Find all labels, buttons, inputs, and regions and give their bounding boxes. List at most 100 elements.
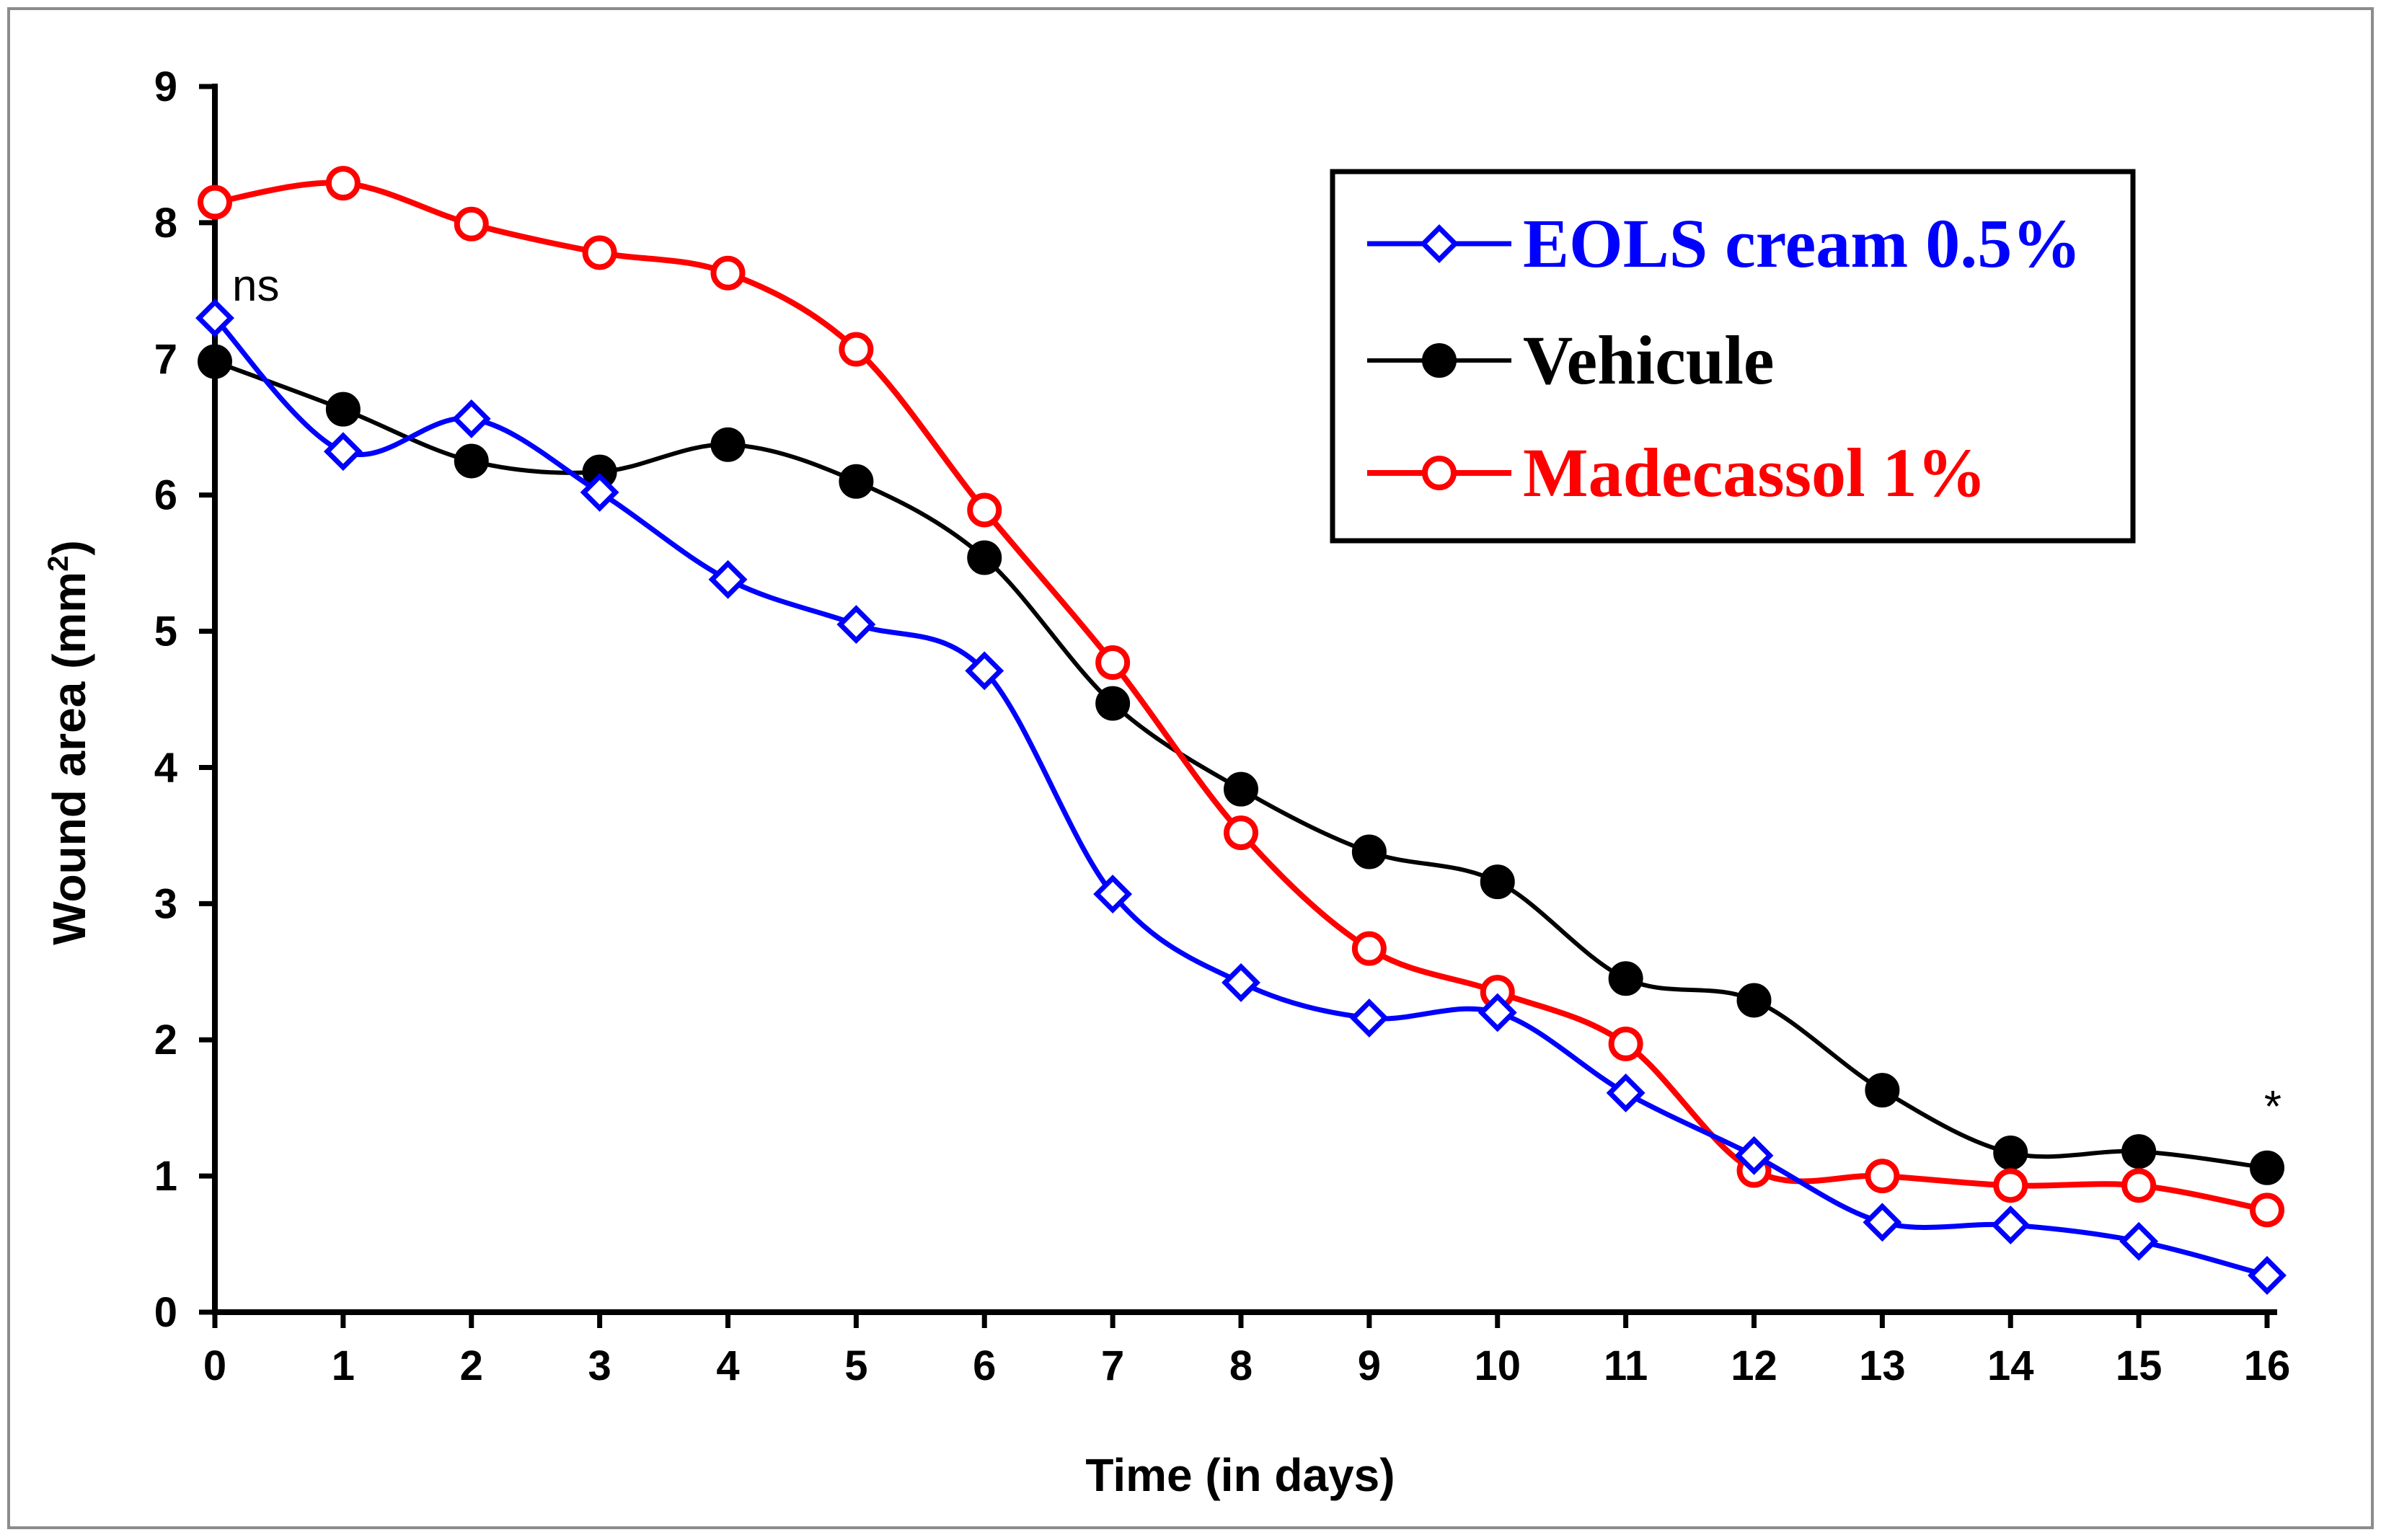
annotation-ns: ns xyxy=(232,261,279,311)
x-tick-label: 8 xyxy=(1229,1342,1253,1389)
x-tick-label: 12 xyxy=(1731,1342,1777,1389)
x-tick-label: 15 xyxy=(2116,1342,2163,1389)
y-axis-title-superscript: 2 xyxy=(43,556,74,572)
data-point-eols xyxy=(1477,993,1517,1032)
data-point-eols xyxy=(323,432,363,472)
x-tick-label: 14 xyxy=(1987,1342,2034,1389)
data-point-madecassol xyxy=(2121,1168,2157,1203)
data-point-eols xyxy=(1606,1073,1646,1112)
data-point-vehicule xyxy=(2250,1150,2284,1185)
y-axis-title: Wound area (mm2) xyxy=(43,540,95,945)
x-tick-label: 5 xyxy=(844,1342,867,1389)
data-point-madecassol xyxy=(2250,1192,2284,1228)
data-point-vehicule xyxy=(2121,1134,2157,1169)
x-tick-label: 2 xyxy=(460,1342,483,1389)
x-tick-label: 0 xyxy=(203,1342,226,1389)
x-tick-label: 1 xyxy=(332,1342,355,1389)
series-eols xyxy=(195,298,2287,1295)
data-point-eols xyxy=(836,605,876,645)
y-axis-title-close: ) xyxy=(43,540,95,555)
data-point-eols xyxy=(965,651,1004,691)
data-point-madecassol xyxy=(198,185,232,220)
x-tick-label: 7 xyxy=(1101,1342,1124,1389)
legend-marker-eols xyxy=(1420,224,1459,263)
x-tick-label: 9 xyxy=(1358,1342,1381,1389)
data-point-eols xyxy=(580,472,619,512)
data-point-vehicule xyxy=(1351,834,1387,869)
annotation-significance-star: * xyxy=(2264,1082,2281,1132)
data-point-eols xyxy=(1991,1205,2031,1245)
y-tick-label: 6 xyxy=(154,472,177,519)
data-point-vehicule xyxy=(198,344,232,379)
data-point-madecassol xyxy=(1865,1159,1900,1194)
data-point-vehicule xyxy=(1736,983,1772,1018)
y-tick-label: 1 xyxy=(154,1153,177,1200)
data-point-madecassol xyxy=(839,332,874,367)
y-tick-label: 0 xyxy=(154,1289,177,1336)
data-point-eols xyxy=(2248,1256,2287,1295)
legend-item-madecassol: Madecassol 1% xyxy=(1367,434,1987,511)
data-point-vehicule xyxy=(454,443,489,479)
x-tick-label: 6 xyxy=(973,1342,996,1389)
data-point-madecassol xyxy=(454,206,489,242)
data-point-madecassol xyxy=(325,166,361,201)
x-tick-label: 16 xyxy=(2244,1342,2291,1389)
data-point-vehicule xyxy=(1480,864,1515,900)
x-tick-label: 3 xyxy=(588,1342,611,1389)
legend-item-eols: EOLS cream 0.5% xyxy=(1367,205,2081,282)
y-tick-label: 4 xyxy=(154,744,177,791)
data-point-madecassol xyxy=(1993,1168,2028,1203)
plot-area xyxy=(195,166,2287,1295)
data-point-vehicule xyxy=(1224,771,1258,807)
y-tick-label: 8 xyxy=(154,200,177,247)
legend-marker-vehicule xyxy=(1422,343,1457,378)
data-point-eols xyxy=(195,298,234,338)
y-tick-label: 5 xyxy=(154,609,177,655)
data-point-madecassol xyxy=(1351,931,1387,966)
data-point-madecassol xyxy=(1224,815,1258,851)
x-axis-title: Time (in days) xyxy=(1085,1449,1395,1501)
data-point-madecassol xyxy=(967,492,1002,528)
data-point-eols xyxy=(1734,1136,1774,1175)
y-tick-label: 9 xyxy=(154,63,177,110)
data-point-vehicule xyxy=(839,464,874,499)
data-point-vehicule xyxy=(1095,686,1131,721)
legend-box xyxy=(1330,169,2136,544)
data-point-vehicule xyxy=(1865,1073,1900,1108)
annotations: ns * xyxy=(232,261,2281,1132)
series-vehicule xyxy=(198,344,2284,1185)
data-point-vehicule xyxy=(1993,1136,2028,1170)
legend-item-vehicule: Vehicule xyxy=(1367,322,1774,399)
legend-label-vehicule: Vehicule xyxy=(1523,322,1774,399)
y-tick-label: 3 xyxy=(154,880,177,927)
data-point-eols xyxy=(1863,1203,1902,1242)
y-axis-title-main: Wound area (mm xyxy=(43,572,95,945)
legend-label-madecassol: Madecassol 1% xyxy=(1523,434,1987,511)
x-tick-label: 13 xyxy=(1859,1342,1906,1389)
x-tick-label: 10 xyxy=(1474,1342,1521,1389)
data-point-madecassol xyxy=(1095,645,1131,680)
data-point-madecassol xyxy=(710,255,746,291)
y-tick-label: 2 xyxy=(154,1017,177,1063)
data-point-eols xyxy=(2119,1221,2159,1261)
data-point-vehicule xyxy=(967,540,1002,575)
data-point-eols xyxy=(1093,875,1133,914)
data-point-vehicule xyxy=(325,391,361,427)
legend-marker-madecassol xyxy=(1422,456,1457,490)
legend: EOLS cream 0.5% Vehicule Madecassol 1% xyxy=(1330,169,2136,544)
data-point-eols xyxy=(451,399,491,438)
y-tick-label: 7 xyxy=(154,336,177,383)
data-point-eols xyxy=(1349,999,1389,1037)
x-tick-label: 11 xyxy=(1604,1342,1648,1389)
data-point-eols xyxy=(1222,962,1260,1002)
data-point-madecassol xyxy=(1608,1026,1643,1061)
x-tick-label: 4 xyxy=(716,1342,739,1389)
data-point-vehicule xyxy=(1608,961,1643,996)
legend-label-eols: EOLS cream 0.5% xyxy=(1523,205,2081,282)
data-point-eols xyxy=(708,559,748,599)
data-point-madecassol xyxy=(582,235,617,270)
data-point-vehicule xyxy=(710,427,746,462)
